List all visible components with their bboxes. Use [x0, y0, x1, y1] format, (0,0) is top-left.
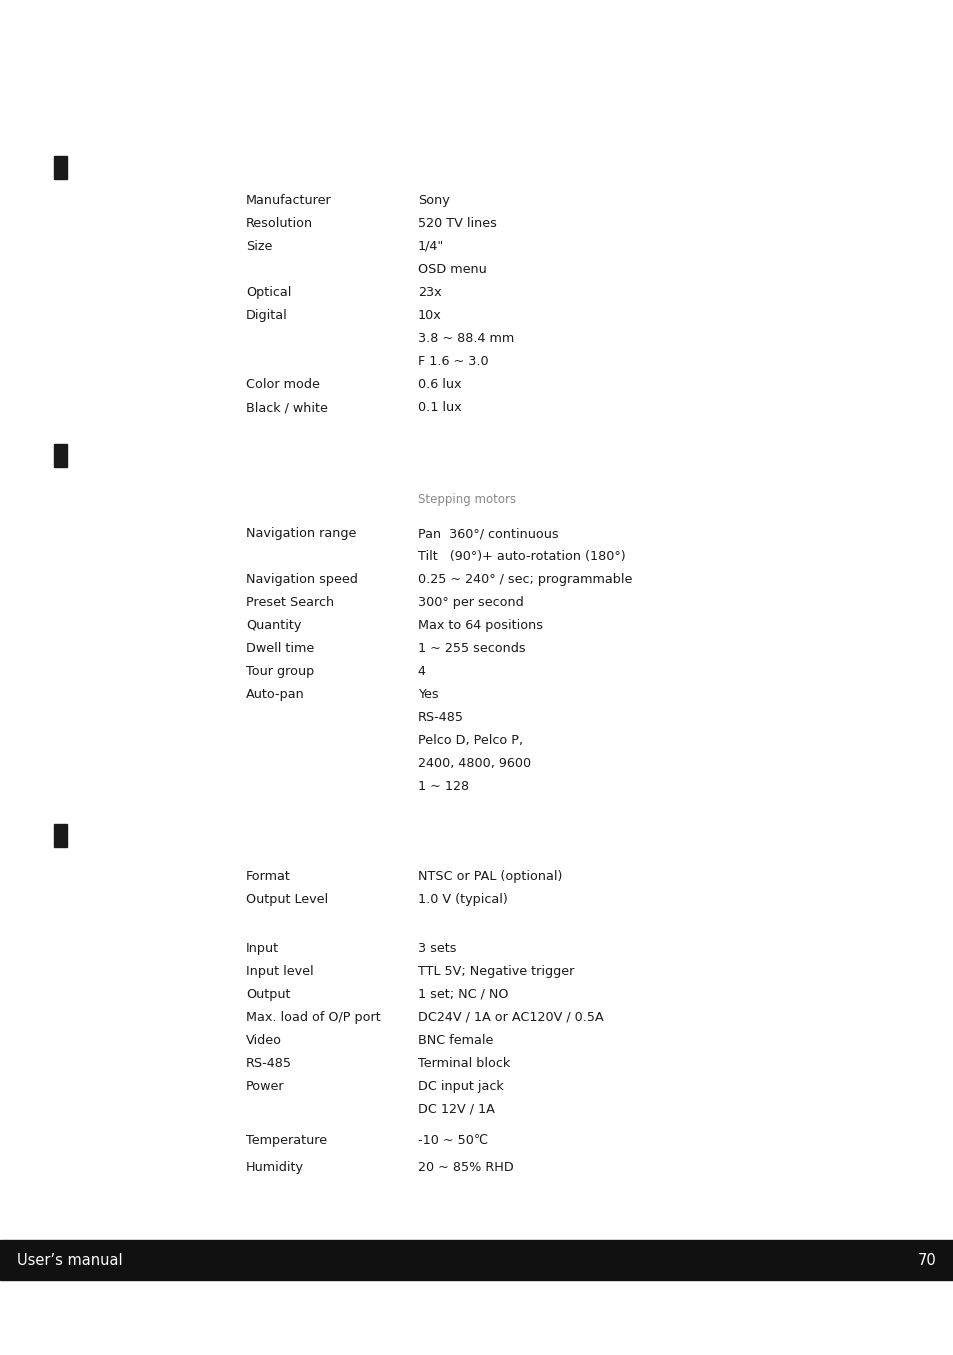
Text: 23x: 23x: [417, 286, 441, 299]
Text: Humidity: Humidity: [246, 1161, 304, 1175]
Text: Color mode: Color mode: [246, 378, 319, 392]
Text: F 1.6 ~ 3.0: F 1.6 ~ 3.0: [417, 355, 488, 369]
Bar: [54, 156, 67, 179]
Text: -10 ~ 50℃: -10 ~ 50℃: [417, 1134, 488, 1148]
Text: Format: Format: [246, 870, 291, 883]
Text: Video: Video: [246, 1034, 282, 1047]
Text: Optical: Optical: [246, 286, 292, 299]
Text: Auto-pan: Auto-pan: [246, 688, 305, 702]
Bar: [54, 444, 67, 467]
Text: RS-485: RS-485: [246, 1057, 292, 1070]
Text: Black / white: Black / white: [246, 401, 328, 415]
Text: Quantity: Quantity: [246, 619, 301, 633]
Text: Pelco D, Pelco P,: Pelco D, Pelco P,: [417, 734, 522, 748]
Text: OSD menu: OSD menu: [417, 263, 486, 276]
Text: 1 ~ 128: 1 ~ 128: [417, 780, 469, 794]
Text: 4: 4: [417, 665, 425, 679]
Text: Yes: Yes: [417, 688, 438, 702]
Text: 1.0 V (typical): 1.0 V (typical): [417, 893, 507, 906]
Text: Input: Input: [246, 942, 279, 955]
Text: Size: Size: [246, 240, 273, 253]
Text: TTL 5V; Negative trigger: TTL 5V; Negative trigger: [417, 965, 574, 978]
Text: Dwell time: Dwell time: [246, 642, 314, 656]
Text: 0.25 ~ 240° / sec; programmable: 0.25 ~ 240° / sec; programmable: [417, 573, 632, 587]
Text: 2400, 4800, 9600: 2400, 4800, 9600: [417, 757, 531, 771]
Bar: [0, 1240, 953, 1280]
Text: BNC female: BNC female: [417, 1034, 493, 1047]
Text: User’s manual: User’s manual: [17, 1252, 123, 1268]
Text: DC input jack: DC input jack: [417, 1080, 503, 1093]
Text: 1 set; NC / NO: 1 set; NC / NO: [417, 988, 508, 1001]
Text: Output Level: Output Level: [246, 893, 328, 906]
Text: Power: Power: [246, 1080, 284, 1093]
Text: Terminal block: Terminal block: [417, 1057, 510, 1070]
Text: RS-485: RS-485: [417, 711, 463, 725]
Text: 10x: 10x: [417, 309, 441, 322]
Text: 1 ~ 255 seconds: 1 ~ 255 seconds: [417, 642, 525, 656]
Text: 1/4": 1/4": [417, 240, 444, 253]
Text: DC 12V / 1A: DC 12V / 1A: [417, 1103, 495, 1117]
Text: 300° per second: 300° per second: [417, 596, 523, 610]
Text: 20 ~ 85% RHD: 20 ~ 85% RHD: [417, 1161, 513, 1175]
Text: NTSC or PAL (optional): NTSC or PAL (optional): [417, 870, 561, 883]
Text: 0.1 lux: 0.1 lux: [417, 401, 461, 415]
Text: Digital: Digital: [246, 309, 288, 322]
Text: 3 sets: 3 sets: [417, 942, 456, 955]
Text: Tour group: Tour group: [246, 665, 314, 679]
Text: 0.6 lux: 0.6 lux: [417, 378, 461, 392]
Text: Max to 64 positions: Max to 64 positions: [417, 619, 542, 633]
Text: Preset Search: Preset Search: [246, 596, 334, 610]
Text: Output: Output: [246, 988, 291, 1001]
Text: Tilt   (90°)+ auto-rotation (180°): Tilt (90°)+ auto-rotation (180°): [417, 550, 625, 564]
Text: Navigation speed: Navigation speed: [246, 573, 357, 587]
Text: Temperature: Temperature: [246, 1134, 327, 1148]
Text: 3.8 ~ 88.4 mm: 3.8 ~ 88.4 mm: [417, 332, 514, 346]
Text: Stepping motors: Stepping motors: [417, 493, 516, 507]
Text: Input level: Input level: [246, 965, 314, 978]
Text: Max. load of O/P port: Max. load of O/P port: [246, 1011, 380, 1024]
Text: Navigation range: Navigation range: [246, 527, 356, 541]
Text: 520 TV lines: 520 TV lines: [417, 217, 497, 230]
Bar: [54, 824, 67, 847]
Text: 70: 70: [917, 1252, 936, 1268]
Text: DC24V / 1A or AC120V / 0.5A: DC24V / 1A or AC120V / 0.5A: [417, 1011, 603, 1024]
Text: Sony: Sony: [417, 194, 449, 207]
Text: Resolution: Resolution: [246, 217, 313, 230]
Text: Pan  360°/ continuous: Pan 360°/ continuous: [417, 527, 558, 541]
Text: Manufacturer: Manufacturer: [246, 194, 332, 207]
